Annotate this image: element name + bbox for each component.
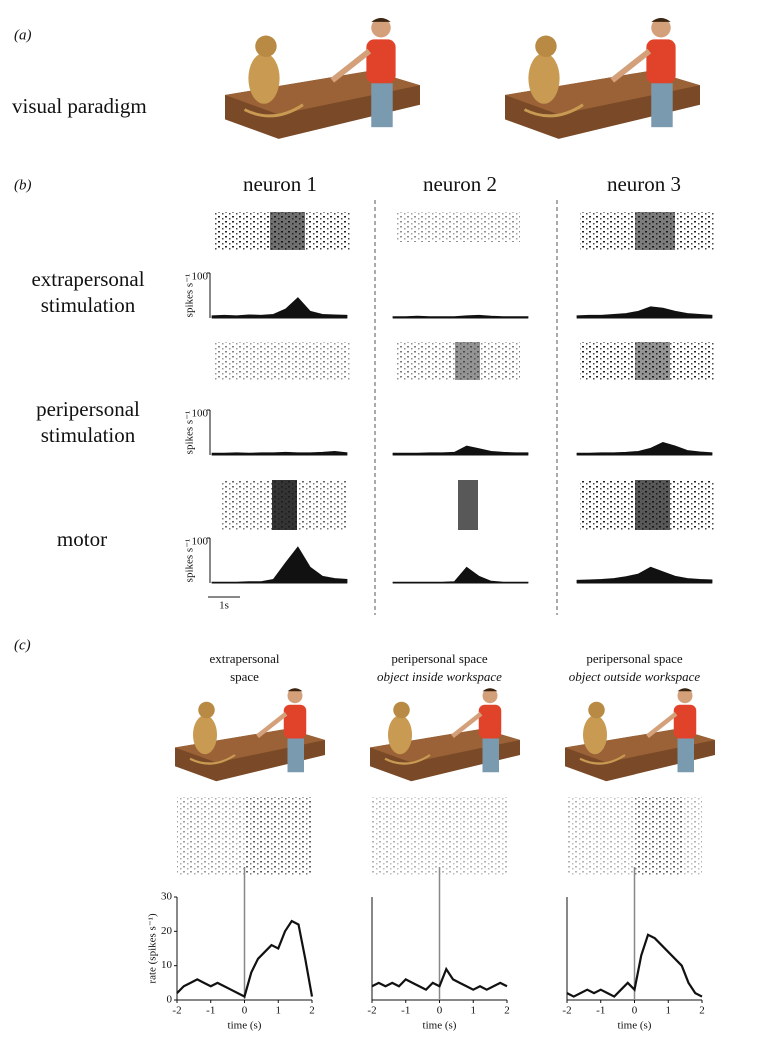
x-tick-label: -2 xyxy=(172,1005,181,1017)
rasters xyxy=(215,212,715,530)
x-axis-label: time (s) xyxy=(228,1020,262,1032)
psth xyxy=(211,450,348,456)
illustration xyxy=(565,688,715,781)
panel-label: (c) xyxy=(14,637,31,653)
x-tick-label: 0 xyxy=(242,1005,248,1017)
y-axis-label: rate (spikes s⁻¹) xyxy=(147,913,159,984)
y-tick-label: 100 xyxy=(192,536,209,548)
x-axis-label: time (s) xyxy=(423,1020,457,1032)
psth xyxy=(211,546,348,584)
x-tick-label: -1 xyxy=(401,1005,410,1017)
x-tick-label: 0 xyxy=(437,1005,443,1017)
illustration xyxy=(225,18,420,139)
chart-title: extrapersonal xyxy=(209,651,279,666)
chart-subtitle: space xyxy=(230,669,259,684)
x-tick-label: -1 xyxy=(206,1005,215,1017)
scale-bar-label: 1s xyxy=(219,600,229,612)
y-tick-label: 100 xyxy=(192,271,209,283)
row-label: peripersonal xyxy=(36,397,140,421)
x-tick-label: 0 xyxy=(632,1005,638,1017)
y-tick-label: 30 xyxy=(161,891,173,903)
psth xyxy=(392,314,529,319)
neuron-label: neuron 3 xyxy=(607,172,681,196)
chart-title: peripersonal space xyxy=(586,651,683,666)
row-label: stimulation xyxy=(41,293,136,317)
neuron-label: neuron 2 xyxy=(423,172,497,196)
psth xyxy=(576,306,713,319)
panel-label: (b) xyxy=(14,177,32,193)
chart-subtitle: object outside workspace xyxy=(569,669,701,684)
x-tick-label: 1 xyxy=(666,1005,672,1017)
illustration xyxy=(175,688,325,781)
psth xyxy=(576,566,713,584)
psth xyxy=(576,441,713,456)
neuron-label: neuron 1 xyxy=(243,172,317,196)
chart-subtitle: object inside workspace xyxy=(377,669,502,684)
chart-title: peripersonal space xyxy=(391,651,488,666)
illustration xyxy=(370,688,520,781)
y-tick-label: 0 xyxy=(167,994,173,1006)
x-tick-label: 2 xyxy=(699,1005,705,1017)
y-tick-label: 10 xyxy=(161,959,173,971)
rate-line xyxy=(176,919,314,999)
rasters xyxy=(177,797,702,875)
x-tick-label: 1 xyxy=(471,1005,477,1017)
y-tick-label: 100 xyxy=(192,408,209,420)
panel-label: (a) xyxy=(14,27,32,43)
y-axis-label: spikes s⁻¹ xyxy=(184,274,196,318)
y-axis-label: spikes s⁻¹ xyxy=(184,539,196,583)
psth xyxy=(392,445,529,456)
x-tick-label: -1 xyxy=(596,1005,605,1017)
x-tick-label: -2 xyxy=(562,1005,571,1017)
rate-line xyxy=(566,933,703,998)
psth xyxy=(392,566,529,584)
x-axis-label: time (s) xyxy=(618,1020,652,1032)
x-tick-label: 1 xyxy=(276,1005,282,1017)
y-tick-label: 20 xyxy=(161,925,173,937)
x-tick-label: 2 xyxy=(309,1005,315,1017)
row-label: extrapersonal xyxy=(31,267,144,291)
rate-line xyxy=(371,966,508,992)
caption: visual paradigm xyxy=(12,94,147,118)
y-axis-label: spikes s⁻¹ xyxy=(184,411,196,455)
x-tick-label: -2 xyxy=(367,1005,376,1017)
row-label: motor xyxy=(57,527,107,551)
row-label: stimulation xyxy=(41,423,136,447)
illustration xyxy=(505,18,700,139)
psth xyxy=(211,297,348,319)
x-tick-label: 2 xyxy=(504,1005,510,1017)
